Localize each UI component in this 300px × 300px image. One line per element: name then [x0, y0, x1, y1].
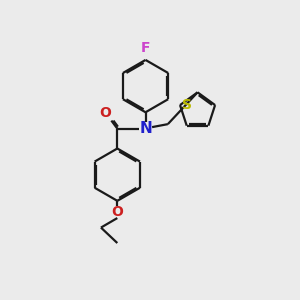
Text: O: O: [99, 106, 111, 120]
Text: N: N: [139, 121, 152, 136]
Text: F: F: [141, 40, 150, 55]
Text: S: S: [182, 98, 191, 112]
Text: O: O: [111, 205, 123, 219]
